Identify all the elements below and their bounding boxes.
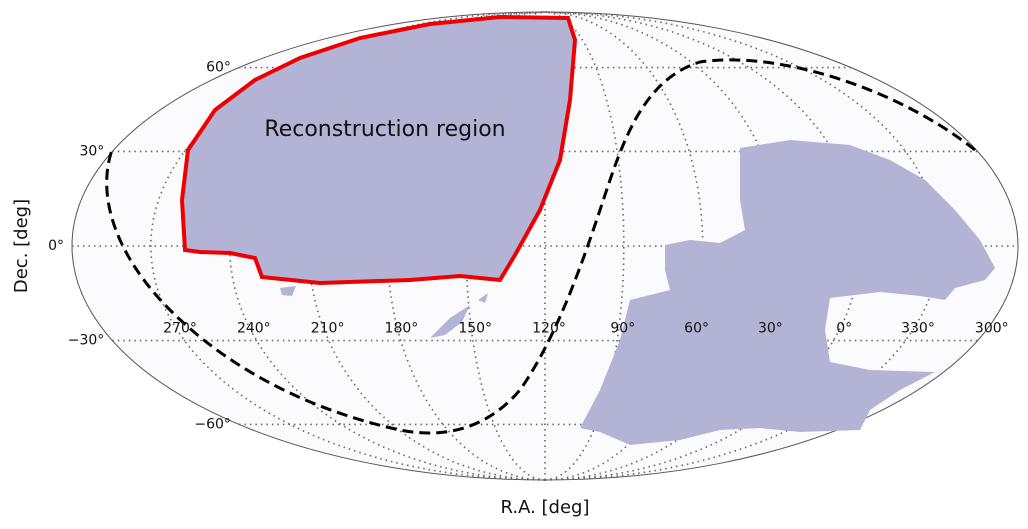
x-tick-label: 150° (458, 320, 492, 336)
x-tick-label: 60° (684, 320, 709, 336)
meridian (544, 11, 704, 481)
x-tick-label: 0° (836, 320, 852, 336)
y-tick-label: 0° (48, 238, 64, 254)
x-tick-label: 270° (163, 320, 197, 336)
x-tick-label: 120° (532, 320, 566, 336)
x-tick-label: 180° (385, 320, 419, 336)
y-tick-label: −60° (194, 416, 231, 432)
x-axis-label: R.A. [deg] (501, 497, 590, 518)
x-tick-label: 300° (975, 320, 1009, 336)
y-tick-label: 60° (206, 60, 231, 76)
x-tick-label: 210° (311, 320, 345, 336)
galactic-plane (105, 58, 976, 435)
x-tick-label: 90° (610, 320, 635, 336)
y-axis-label: Dec. [deg] (11, 199, 32, 293)
x-tick-label: 30° (758, 320, 783, 336)
reconstruction-region (179, 14, 578, 286)
x-tick-label: 240° (237, 320, 271, 336)
meridian (149, 11, 546, 481)
annotation: Reconstruction region (264, 117, 505, 142)
survey-footprint (580, 140, 995, 445)
y-tick-label: 30° (79, 143, 104, 159)
x-tick-label: 330° (901, 320, 935, 336)
y-tick-label: −30° (68, 333, 105, 349)
